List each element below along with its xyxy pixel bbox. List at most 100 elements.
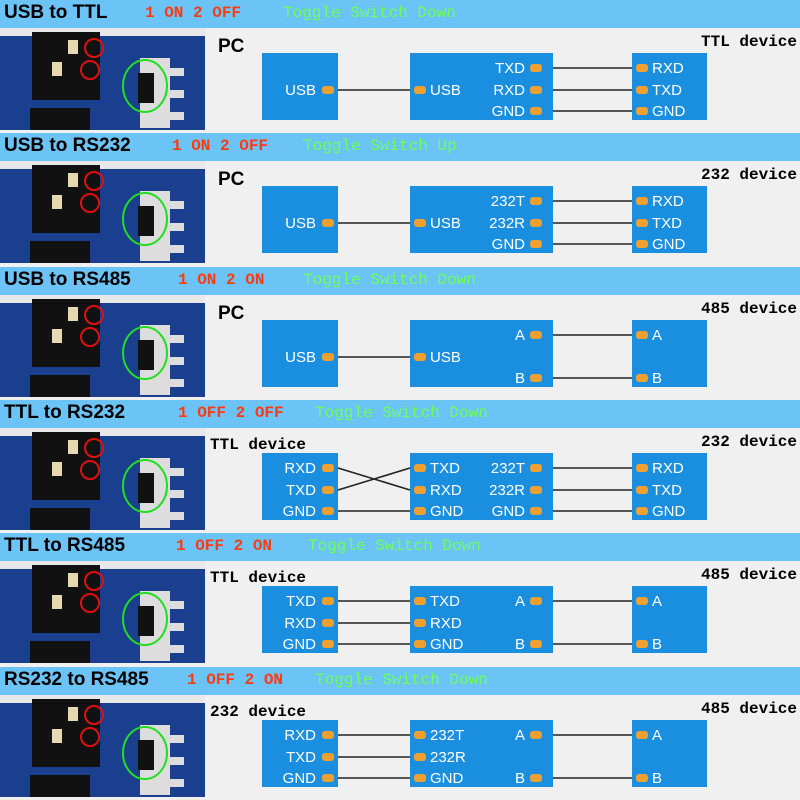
pin-pad	[322, 507, 334, 515]
pin-pad	[530, 597, 542, 605]
target-pin-label: RXD	[652, 460, 684, 477]
pin-pad	[636, 464, 648, 472]
pin-pad	[530, 107, 542, 115]
source-pin-label: GND	[283, 636, 317, 653]
source-pin-label: TXD	[286, 482, 316, 499]
converter-module	[410, 320, 553, 387]
target-pin-label: B	[652, 636, 662, 653]
pin-pad	[322, 353, 334, 361]
target-pin-label: TXD	[652, 215, 682, 232]
converter-left-pin-label: USB	[430, 82, 461, 99]
source-pin-label: USB	[285, 215, 316, 232]
pin-pad	[530, 731, 542, 739]
source-pin-label: TXD	[286, 593, 316, 610]
mode-section: TTL to RS485 1 OFF 2 ON Toggle Switch Down…	[0, 533, 800, 667]
pin-pad	[636, 86, 648, 94]
pin-pad	[414, 640, 426, 648]
pin-pad	[636, 240, 648, 248]
pin-pad	[530, 374, 542, 382]
converter-right-pin-label: TXD	[495, 60, 525, 77]
pin-pad	[414, 464, 426, 472]
left-device-label: PC	[218, 36, 245, 57]
source-pin-label: USB	[285, 349, 316, 366]
converter-module	[410, 453, 553, 520]
toggle-instruction: Toggle Switch Up	[303, 137, 457, 155]
connection-diagram: TXD RXD USB USB RXD TXD GND GND	[262, 53, 707, 120]
pin-pad	[530, 240, 542, 248]
pin-pad	[322, 597, 334, 605]
target-pin-label: A	[652, 727, 662, 744]
target-pin-label: RXD	[652, 60, 684, 77]
pin-pad	[414, 774, 426, 782]
pin-pad	[414, 219, 426, 227]
right-device-label: TTL device	[700, 33, 797, 51]
converter-left-pin-label: RXD	[430, 482, 462, 499]
pin-pad	[322, 86, 334, 94]
target-pin-label: GND	[652, 236, 686, 253]
pin-pad	[414, 486, 426, 494]
converter-right-pin-label: A	[515, 727, 525, 744]
pin-pad	[636, 486, 648, 494]
converter-right-pin-label: 232R	[489, 215, 525, 232]
section-header: USB to TTL 1 ON 2 OFF Toggle Switch Down	[0, 0, 800, 28]
mode-section: USB to RS485 1 ON 2 ON Toggle Switch Down P…	[0, 267, 800, 401]
converter-right-pin-label: A	[515, 593, 525, 610]
right-device-label: 232 device	[700, 433, 797, 451]
pin-pad	[530, 507, 542, 515]
board-photo	[0, 295, 205, 397]
pin-pad	[636, 597, 648, 605]
pin-pad	[322, 731, 334, 739]
target-pin-label: TXD	[652, 82, 682, 99]
converter-right-pin-label: GND	[492, 103, 526, 120]
board-photo	[0, 561, 205, 663]
dip-config: 1 OFF 2 ON	[176, 537, 273, 555]
converter-right-pin-label: 232T	[491, 460, 525, 477]
target-pin-label: A	[652, 327, 662, 344]
pin-pad	[636, 374, 648, 382]
converter-module	[410, 586, 553, 653]
pin-pad	[636, 107, 648, 115]
pin-pad	[322, 753, 334, 761]
pin-pad	[636, 640, 648, 648]
section-header: TTL to RS232 1 OFF 2 OFF Toggle Switch Dow…	[0, 400, 800, 428]
source-pin-label: RXD	[284, 727, 316, 744]
left-device-label: 232 device	[210, 703, 307, 721]
pin-pad	[636, 64, 648, 72]
converter-right-pin-label: 232R	[489, 482, 525, 499]
toggle-instruction: Toggle Switch Down	[283, 4, 456, 22]
pin-pad	[414, 753, 426, 761]
target-pin-label: TXD	[652, 482, 682, 499]
mode-section: USB to TTL 1 ON 2 OFF Toggle Switch Down PC…	[0, 0, 800, 134]
left-device-label: PC	[218, 169, 245, 190]
target-pin-label: A	[652, 593, 662, 610]
mode-title: TTL to RS485	[4, 535, 126, 556]
pin-pad	[322, 486, 334, 494]
section-header: USB to RS485 1 ON 2 ON Toggle Switch Down	[0, 267, 800, 295]
source-pin-label: USB	[285, 82, 316, 99]
converter-right-pin-label: A	[515, 327, 525, 344]
pin-pad	[530, 640, 542, 648]
mode-title: USB to RS485	[4, 269, 131, 290]
source-pin-label: RXD	[284, 615, 316, 632]
mode-title: TTL to RS232	[4, 402, 126, 423]
converter-left-pin-label: 232T	[430, 727, 464, 744]
dip-config: 1 ON 2 OFF	[145, 4, 242, 22]
converter-left-pin-label: TXD	[430, 593, 460, 610]
pin-pad	[414, 353, 426, 361]
board-photo	[0, 161, 205, 263]
pin-pad	[414, 86, 426, 94]
target-pin-label: B	[652, 370, 662, 387]
dip-config: 1 OFF 2 ON	[187, 671, 284, 689]
right-device-label: 485 device	[700, 300, 797, 318]
converter-module	[410, 186, 553, 253]
toggle-instruction: Toggle Switch Down	[303, 271, 476, 289]
left-device-label: TTL device	[210, 436, 307, 454]
converter-module	[410, 720, 553, 787]
converter-right-pin-label: GND	[492, 236, 526, 253]
pin-pad	[636, 331, 648, 339]
pin-pad	[530, 219, 542, 227]
mode-title: USB to RS232	[4, 135, 131, 156]
pin-pad	[636, 774, 648, 782]
pin-pad	[322, 774, 334, 782]
